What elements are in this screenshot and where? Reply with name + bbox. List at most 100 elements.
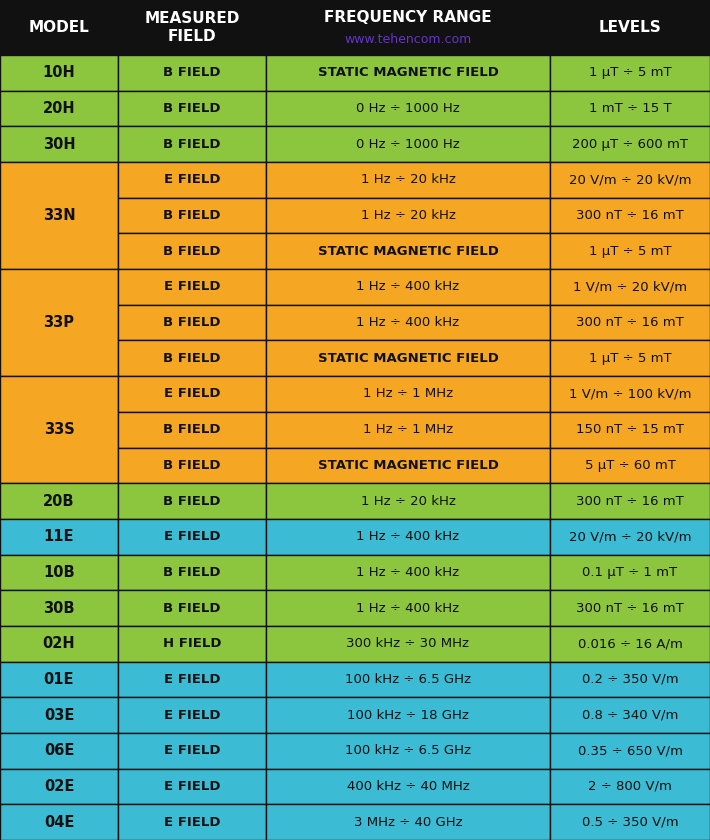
Text: 1 Hz ÷ 400 kHz: 1 Hz ÷ 400 kHz bbox=[356, 316, 459, 329]
Bar bbox=[550, 626, 710, 662]
Text: 1 Hz ÷ 20 kHz: 1 Hz ÷ 20 kHz bbox=[361, 209, 455, 222]
Bar bbox=[550, 197, 710, 234]
Bar bbox=[266, 769, 550, 805]
Text: B FIELD: B FIELD bbox=[163, 102, 221, 115]
Bar bbox=[0, 55, 118, 91]
Text: E FIELD: E FIELD bbox=[164, 387, 220, 401]
Text: 1 Hz ÷ 1 MHz: 1 Hz ÷ 1 MHz bbox=[363, 423, 453, 436]
Text: 0 Hz ÷ 1000 Hz: 0 Hz ÷ 1000 Hz bbox=[356, 102, 460, 115]
Bar bbox=[118, 234, 266, 269]
Text: B FIELD: B FIELD bbox=[163, 423, 221, 436]
Bar bbox=[550, 305, 710, 340]
Bar bbox=[266, 91, 550, 126]
Text: 1 V/m ÷ 20 kV/m: 1 V/m ÷ 20 kV/m bbox=[573, 281, 687, 293]
Text: 0.8 ÷ 340 V/m: 0.8 ÷ 340 V/m bbox=[581, 709, 678, 722]
Text: 30B: 30B bbox=[43, 601, 75, 616]
Text: MEASURED
FIELD: MEASURED FIELD bbox=[144, 11, 240, 44]
Bar bbox=[118, 197, 266, 234]
Bar bbox=[266, 519, 550, 554]
Text: 20 V/m ÷ 20 kV/m: 20 V/m ÷ 20 kV/m bbox=[569, 530, 692, 543]
Bar bbox=[118, 626, 266, 662]
Bar bbox=[266, 234, 550, 269]
Bar bbox=[0, 269, 118, 376]
Bar bbox=[0, 662, 118, 697]
Bar bbox=[118, 340, 266, 376]
Text: 1 Hz ÷ 400 kHz: 1 Hz ÷ 400 kHz bbox=[356, 530, 459, 543]
Text: 300 nT ÷ 16 mT: 300 nT ÷ 16 mT bbox=[576, 601, 684, 615]
Text: STATIC MAGNETIC FIELD: STATIC MAGNETIC FIELD bbox=[317, 459, 498, 472]
Bar bbox=[118, 305, 266, 340]
Text: 100 kHz ÷ 18 GHz: 100 kHz ÷ 18 GHz bbox=[347, 709, 469, 722]
Text: E FIELD: E FIELD bbox=[164, 673, 220, 686]
Bar bbox=[266, 591, 550, 626]
Text: MODEL: MODEL bbox=[28, 20, 89, 35]
Bar bbox=[0, 805, 118, 840]
Text: www.tehencom.com: www.tehencom.com bbox=[344, 33, 471, 46]
Text: B FIELD: B FIELD bbox=[163, 495, 221, 507]
Text: 01E: 01E bbox=[44, 672, 75, 687]
Text: 06E: 06E bbox=[44, 743, 74, 759]
Bar bbox=[266, 269, 550, 305]
Text: 0.2 ÷ 350 V/m: 0.2 ÷ 350 V/m bbox=[581, 673, 678, 686]
Text: 33S: 33S bbox=[43, 423, 75, 437]
Bar bbox=[0, 697, 118, 733]
Bar bbox=[266, 197, 550, 234]
Bar bbox=[550, 733, 710, 769]
Text: 0.1 μT ÷ 1 mT: 0.1 μT ÷ 1 mT bbox=[582, 566, 677, 579]
Text: 0.016 ÷ 16 A/m: 0.016 ÷ 16 A/m bbox=[577, 638, 682, 650]
Text: 30H: 30H bbox=[43, 137, 75, 152]
Text: 0.5 ÷ 350 V/m: 0.5 ÷ 350 V/m bbox=[581, 816, 678, 828]
Bar bbox=[266, 662, 550, 697]
Bar bbox=[118, 519, 266, 554]
Text: 10H: 10H bbox=[43, 66, 75, 81]
Bar bbox=[266, 697, 550, 733]
Text: 10B: 10B bbox=[43, 564, 75, 580]
Bar bbox=[266, 376, 550, 412]
Bar bbox=[118, 554, 266, 591]
Bar bbox=[550, 269, 710, 305]
Text: B FIELD: B FIELD bbox=[163, 352, 221, 365]
Bar bbox=[550, 91, 710, 126]
Bar bbox=[266, 412, 550, 448]
Bar bbox=[550, 234, 710, 269]
Text: E FIELD: E FIELD bbox=[164, 530, 220, 543]
Text: 2 ÷ 800 V/m: 2 ÷ 800 V/m bbox=[588, 780, 672, 793]
Text: 33N: 33N bbox=[43, 208, 75, 223]
Bar bbox=[550, 662, 710, 697]
Bar bbox=[0, 376, 118, 483]
Bar bbox=[118, 697, 266, 733]
Text: 300 nT ÷ 16 mT: 300 nT ÷ 16 mT bbox=[576, 209, 684, 222]
Text: E FIELD: E FIELD bbox=[164, 709, 220, 722]
Text: B FIELD: B FIELD bbox=[163, 601, 221, 615]
Bar bbox=[118, 126, 266, 162]
Text: 1 Hz ÷ 400 kHz: 1 Hz ÷ 400 kHz bbox=[356, 601, 459, 615]
Bar bbox=[266, 554, 550, 591]
Bar bbox=[266, 162, 550, 197]
Text: 1 μT ÷ 5 mT: 1 μT ÷ 5 mT bbox=[589, 352, 672, 365]
Text: B FIELD: B FIELD bbox=[163, 138, 221, 150]
Text: 100 kHz ÷ 6.5 GHz: 100 kHz ÷ 6.5 GHz bbox=[345, 744, 471, 758]
Bar bbox=[550, 55, 710, 91]
Text: 300 nT ÷ 16 mT: 300 nT ÷ 16 mT bbox=[576, 316, 684, 329]
Text: B FIELD: B FIELD bbox=[163, 566, 221, 579]
Text: 200 μT ÷ 600 mT: 200 μT ÷ 600 mT bbox=[572, 138, 688, 150]
Text: B FIELD: B FIELD bbox=[163, 316, 221, 329]
Bar bbox=[0, 519, 118, 554]
Text: 300 nT ÷ 16 mT: 300 nT ÷ 16 mT bbox=[576, 495, 684, 507]
Text: 03E: 03E bbox=[44, 707, 74, 722]
Text: E FIELD: E FIELD bbox=[164, 780, 220, 793]
Text: E FIELD: E FIELD bbox=[164, 744, 220, 758]
Bar bbox=[0, 554, 118, 591]
Text: 0 Hz ÷ 1000 Hz: 0 Hz ÷ 1000 Hz bbox=[356, 138, 460, 150]
Text: 150 nT ÷ 15 mT: 150 nT ÷ 15 mT bbox=[576, 423, 684, 436]
Bar bbox=[550, 0, 710, 55]
Text: 3 MHz ÷ 40 GHz: 3 MHz ÷ 40 GHz bbox=[354, 816, 462, 828]
Bar bbox=[266, 126, 550, 162]
Text: 1 Hz ÷ 1 MHz: 1 Hz ÷ 1 MHz bbox=[363, 387, 453, 401]
Bar bbox=[550, 805, 710, 840]
Bar bbox=[550, 412, 710, 448]
Bar bbox=[118, 591, 266, 626]
Text: 5 μT ÷ 60 mT: 5 μT ÷ 60 mT bbox=[584, 459, 675, 472]
Bar bbox=[0, 91, 118, 126]
Bar bbox=[118, 733, 266, 769]
